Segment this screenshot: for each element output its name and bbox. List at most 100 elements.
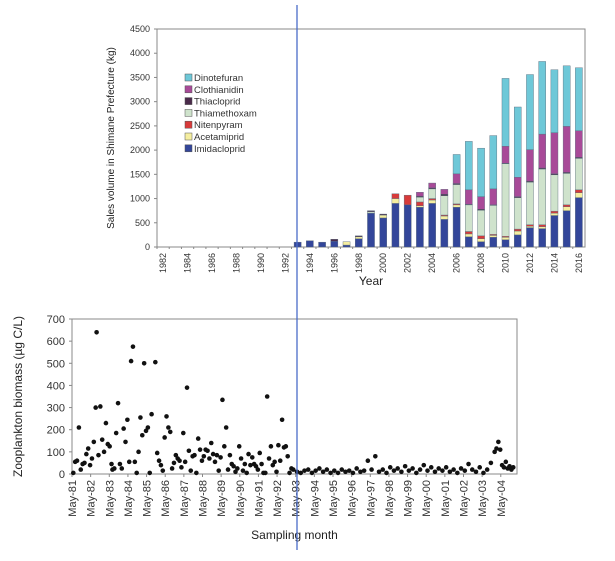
x-tick-label: 1988 [231,253,241,273]
bar-segment-acetamiprid [379,214,387,219]
bar-segment-acetamiprid [489,235,498,238]
x-tick-label: May-89 [216,480,228,517]
data-point [246,451,251,457]
data-point [496,439,501,445]
data-point [248,462,253,468]
bar-segment-imidacloprid [501,239,510,248]
data-point [279,417,285,423]
bar-segment-thiamethoxam [465,204,473,232]
bar-segment-imidacloprid [452,207,461,248]
data-point [346,468,352,473]
data-point [242,461,248,467]
data-point [462,468,468,473]
bar-segment-nitenpyram [550,210,559,214]
data-point [313,468,318,473]
data-point [91,439,97,445]
data-point [238,456,244,461]
data-point [432,469,438,475]
data-point [272,459,277,465]
x-tick-label: 2002 [403,253,413,273]
bar-segment-dinotefuran [538,61,546,135]
data-point [117,461,123,467]
bar-segment-imidacloprid [318,241,326,248]
data-point [443,465,449,470]
x-tick-label: May-97 [365,480,377,517]
x-tick-label: 1998 [354,253,364,273]
data-point [145,425,151,430]
bar-segment-clothianidin [575,130,583,158]
data-point [469,467,475,472]
data-point [497,447,503,452]
bar-segment-acetamiprid [477,238,485,242]
bar-segment-dinotefuran [550,69,559,133]
data-point [373,453,378,459]
data-point [225,467,231,472]
bar-segment-imidacloprid [477,241,485,248]
bar-segment-thiamethoxam [477,209,485,237]
bottom-y-axis-label: Zooplankton biomass (µg C/L) [11,316,25,477]
data-point [380,467,386,472]
bar-segment-imidacloprid [513,234,522,248]
data-point [305,467,311,472]
legend-label: Imidacloprid [194,144,245,155]
legend-swatch [184,73,193,82]
x-tick-label: May-01 [440,480,452,517]
data-point [402,463,408,469]
data-point [274,469,279,475]
data-point [113,430,119,436]
data-point [126,459,132,465]
data-point [167,429,173,435]
data-point [287,470,292,476]
data-point [501,465,507,470]
data-point [488,460,494,466]
data-point [309,470,315,476]
y-tick-label: 700 [47,314,65,326]
data-point [192,452,197,458]
bar-segment-imidacloprid [562,210,571,248]
data-point [109,461,114,467]
bar-segment-thiamethoxam [416,196,424,203]
data-point [195,436,201,441]
bottom-points [71,329,516,476]
bar-segment-acetamiprid [342,241,351,246]
data-point [84,451,89,457]
data-point [361,468,367,473]
sales-bar-chart: 0 500 1000 1500 2000 2500 3000 3500 4000 4500 198… [106,24,586,288]
data-point [421,462,427,468]
data-point [410,466,415,471]
bar-segment-imidacloprid [391,203,400,248]
bar-segment-thiamethoxam [538,168,546,225]
data-point [208,440,214,446]
bar-segment-thiamethoxam [550,174,559,212]
data-point [207,456,212,461]
bar-segment-thiamethoxam [526,181,534,225]
x-tick-label: May-03 [477,480,489,517]
legend-swatch [184,132,193,141]
data-point [149,411,154,417]
data-point [458,466,464,471]
x-tick-label: May-90 [235,480,247,517]
data-point [391,468,397,473]
data-point [128,358,134,364]
bar-segment-dinotefuran [575,67,583,131]
data-point [227,452,233,458]
bar-segment-acetamiprid [575,192,583,198]
bar-segment-acetamiprid [440,215,449,220]
bar-segment-nitenpyram [428,198,436,201]
bar-segment-nitenpyram [513,228,522,232]
y-tick-label: 600 [47,336,65,348]
bar-segment-acetamiprid [428,199,436,204]
y-tick-label: 4000 [130,48,150,58]
x-tick-label: May-04 [496,480,508,517]
data-point [350,470,356,476]
data-point [216,468,222,473]
data-point [484,467,490,472]
x-tick-label: 2016 [574,253,584,273]
x-tick-label: May-86 [160,480,172,517]
y-tick-label: 4500 [130,24,150,34]
data-point [93,405,98,410]
x-tick-label: 1984 [183,253,193,273]
data-point [473,469,479,475]
bar-segment-thiamethoxam [367,211,375,214]
x-tick-label: May-82 [86,480,98,517]
